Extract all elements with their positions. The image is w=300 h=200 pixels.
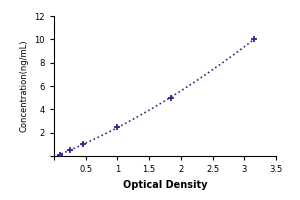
Y-axis label: Concentration(ng/mL): Concentration(ng/mL)	[20, 40, 29, 132]
X-axis label: Optical Density: Optical Density	[123, 180, 207, 190]
